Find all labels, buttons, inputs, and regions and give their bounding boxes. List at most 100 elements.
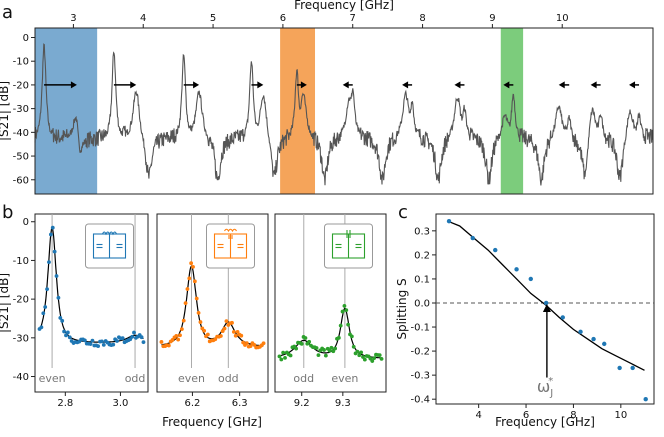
data-point: [56, 295, 61, 300]
data-point: [179, 327, 184, 332]
mode-label-odd: odd: [125, 372, 146, 385]
x-axis-ticks: 3 4 5 6 7 8 9 10: [70, 13, 569, 28]
y-tick-label: -10: [13, 57, 29, 68]
arrow-head: [193, 81, 200, 89]
data-point: [194, 296, 199, 301]
data-point: [359, 350, 364, 355]
x-tick-label: 8: [419, 13, 425, 24]
data-point: [159, 340, 164, 344]
data-point: [90, 338, 95, 343]
data-point: [299, 341, 304, 346]
panel-b1-frame: [34, 213, 149, 393]
data-point: [50, 225, 55, 230]
arrow-head: [342, 81, 349, 89]
data-point: [88, 342, 93, 346]
y-tick-label: 0.3: [414, 226, 430, 237]
x-tick-label: 2.8: [57, 398, 73, 409]
data-point: [377, 353, 382, 357]
b1-content: even odd 2.8 3.0 0 -10 -20 -30 -40: [13, 214, 146, 409]
data-point: [307, 339, 312, 344]
data-point: [379, 356, 384, 361]
fit-curve: [161, 265, 264, 347]
data-point: [470, 235, 475, 241]
y-tick-label: -40: [13, 128, 29, 139]
data-point: [244, 341, 249, 346]
data-point: [235, 330, 240, 334]
x-axis-title: Frequency [GHz]: [294, 0, 394, 12]
inductor-icon: [224, 228, 237, 233]
data-point: [191, 264, 195, 269]
arrow-head: [590, 81, 597, 89]
data-point: [514, 267, 519, 272]
x-tick-label: 5: [210, 13, 216, 24]
data-point: [60, 318, 65, 323]
x-tick-label: 4: [475, 410, 481, 421]
x-tick-label: 8: [570, 410, 576, 421]
data-point: [233, 333, 238, 338]
data-point: [338, 323, 343, 328]
data-point: [65, 330, 70, 335]
data-point: [178, 333, 182, 338]
data-point: [303, 336, 308, 340]
data-point: [224, 319, 229, 323]
y-tick-label: -0.2: [410, 347, 430, 358]
panel-b-orange-fit: even odd 6.2 6.3 Frequency [GHz]: [156, 213, 269, 429]
data-point: [248, 344, 253, 349]
data-point: [630, 365, 635, 371]
y-tick-label: -30: [13, 104, 29, 115]
data-point: [322, 348, 326, 352]
data-point: [314, 346, 319, 350]
data-point: [493, 247, 498, 253]
data-point: [54, 274, 59, 278]
data-point: [336, 335, 341, 340]
inductor-icon: [101, 231, 118, 236]
data-point: [120, 336, 125, 341]
y-tick-label: -40: [13, 372, 29, 383]
band-orange: [280, 28, 316, 194]
y-tick-label: 0.2: [414, 250, 430, 261]
data-point: [218, 334, 223, 338]
mode-label-even: even: [39, 372, 66, 385]
data-point: [344, 308, 349, 313]
data-point: [174, 333, 179, 338]
data-point: [370, 359, 375, 363]
x-tick-label: 9: [489, 13, 495, 24]
x-tick-label: 9.2: [294, 398, 310, 409]
arrow-head: [300, 81, 307, 89]
b2-content: even odd 6.2 6.3: [159, 214, 266, 409]
data-point: [202, 328, 207, 333]
data-point: [62, 329, 66, 334]
data-point: [192, 279, 197, 284]
data-point: [82, 338, 87, 343]
fit-curve: [447, 220, 645, 371]
y-tick-label: -50: [13, 152, 29, 163]
data-point: [351, 344, 356, 349]
x-tick-label: 6: [523, 410, 529, 421]
data-point: [222, 326, 227, 331]
y-tick-label: -0.3: [410, 371, 430, 382]
mode-label-even: even: [178, 372, 205, 385]
data-point: [139, 335, 144, 340]
data-point: [205, 332, 210, 337]
y-axis-title: Splitting S: [395, 278, 409, 339]
marker-label: ωJ*: [537, 376, 553, 399]
x-tick-label: 3: [70, 13, 76, 24]
data-point: [294, 346, 299, 351]
data-point: [316, 353, 321, 358]
panel-label-b: b: [2, 202, 13, 223]
data-point: [52, 249, 57, 254]
data-point: [355, 349, 360, 354]
data-point: [261, 341, 266, 346]
panel-label-a: a: [2, 2, 13, 23]
y-tick-label: -10: [13, 256, 29, 267]
data-point: [181, 318, 186, 323]
data-point: [231, 330, 236, 334]
data-point: [99, 339, 104, 344]
data-point: [333, 346, 338, 351]
data-point: [349, 334, 354, 339]
panel-b3-frame: [274, 213, 387, 393]
data-point: [543, 300, 549, 306]
mode-label-odd: odd: [218, 372, 239, 385]
panel-label-c: c: [398, 202, 408, 223]
